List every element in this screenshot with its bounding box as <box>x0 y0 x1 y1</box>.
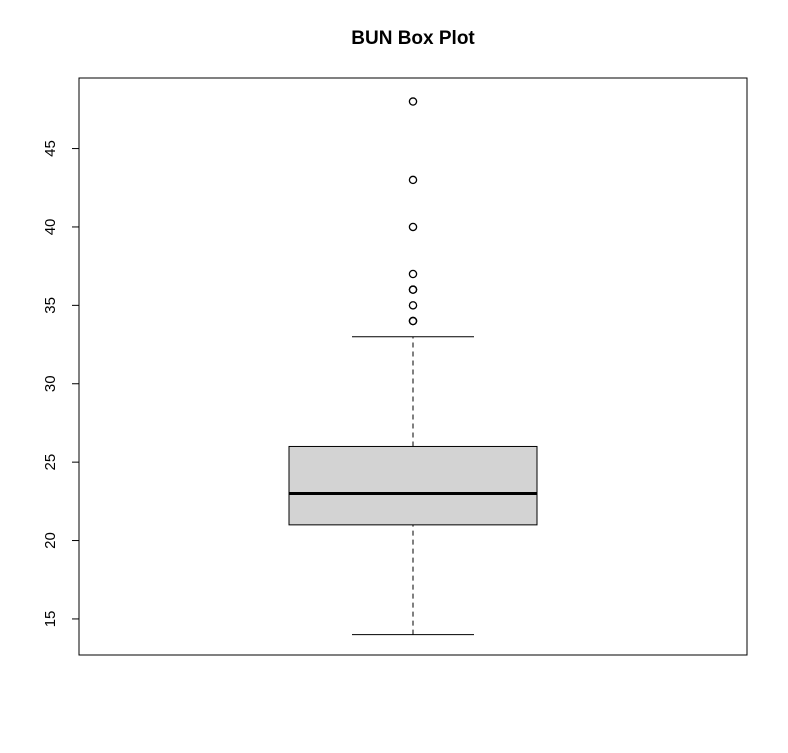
iqr-box <box>288 445 538 526</box>
y-tick-label: 15 <box>42 611 59 628</box>
y-tick-label: 25 <box>42 454 59 471</box>
y-tick-label: 20 <box>42 532 59 549</box>
y-tick-label: 40 <box>42 219 59 236</box>
y-tick-label: 35 <box>42 297 59 314</box>
y-tick-label: 30 <box>42 375 59 392</box>
chart-title: BUN Box Plot <box>351 28 475 49</box>
outlier-point <box>408 269 418 279</box>
y-axis: 15 20 25 30 35 40 45 <box>42 140 80 628</box>
outlier-point <box>408 301 418 310</box>
outlier-point <box>408 316 418 326</box>
box-group <box>288 336 538 636</box>
y-tick-label: 45 <box>42 140 59 157</box>
outlier-group <box>408 97 418 326</box>
outlier-point <box>408 285 418 294</box>
outlier-point <box>408 175 418 185</box>
outlier-point <box>408 222 418 232</box>
outlier-point <box>408 97 418 106</box>
